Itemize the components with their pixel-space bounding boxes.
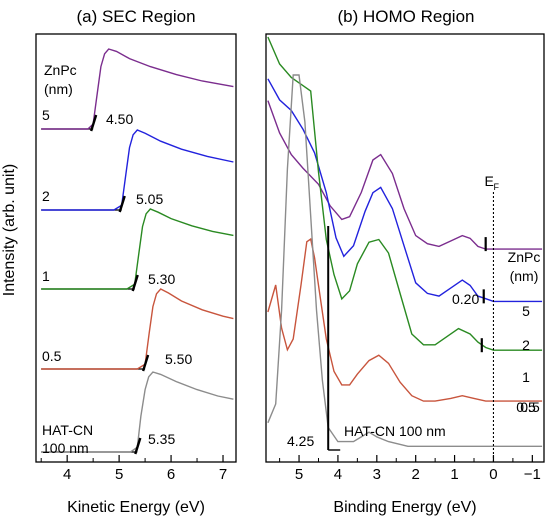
panel-a-frame (35, 33, 237, 463)
panel-a-cutoff-marker (141, 354, 150, 372)
panel-a-title: (a) SEC Region (76, 7, 195, 26)
panel-b-x-tick-label: 3 (373, 466, 381, 483)
panel-b-x-tick-label: 4 (334, 466, 342, 483)
panel-b-title: (b) HOMO Region (338, 7, 475, 26)
fermi-level-subscript: F (493, 182, 499, 192)
panel-b-x-tick-label: 2 (412, 466, 420, 483)
panel-b-series-label: 0.5 (516, 399, 536, 415)
panel-a-x-tick-label: 4 (63, 466, 71, 483)
panel-b-series-line (267, 78, 543, 303)
y-axis-label: Intensity (arb. unit) (1, 164, 18, 297)
panel-b-series-label-05: 0.5 (520, 399, 540, 415)
panel-b-x-axis-label: Binding Energy (eV) (333, 499, 476, 516)
panel-a-series-label: 1 (42, 268, 50, 284)
panel-a-cutoff-marker (131, 274, 139, 292)
panel-b-series-label: 5 (522, 303, 530, 319)
fermi-level-label: E (484, 173, 493, 189)
panel-b-x-tick-label: 5 (295, 466, 303, 483)
panel-a-x-tick-label: 7 (219, 466, 227, 483)
panel-a-cutoff-label: 4.50 (106, 111, 133, 127)
panel-b-x-tick-label: −1 (524, 466, 541, 483)
panel-b-x-tick-label: 1 (450, 466, 458, 483)
panel-a-cutoff-marker (118, 195, 126, 213)
panel-a-x-tick-label: 5 (115, 466, 123, 483)
panel-a-cutoff-label: 5.35 (148, 431, 175, 447)
panel-b-series-line (267, 36, 543, 351)
annotation-hatcn: HAT-CN 100 nm (344, 423, 446, 439)
panel-a-cutoff-marker (134, 437, 142, 455)
panel-b-series-line (267, 74, 543, 447)
panel-b-series-label: 2 (522, 337, 530, 353)
panel-a-x-axis-label: Kinetic Energy (eV) (67, 499, 205, 516)
panel-a-cutoff-label: 5.05 (136, 191, 163, 207)
panel-a-series-label: HAT-CN 100 nm (42, 422, 93, 456)
panel-a-cutoff-label: 5.30 (148, 271, 175, 287)
panel-a-series-label: 2 (42, 188, 50, 204)
annotation-425: 4.25 (287, 433, 314, 449)
panel-b-x-tick-label: 0 (489, 466, 497, 483)
panel-a-series-label: 0.5 (42, 348, 62, 364)
panel-b-frame (265, 33, 545, 463)
panel-b-series-label: 1 (522, 369, 530, 385)
panel-b-legend-header: ZnPc (nm) (508, 249, 541, 284)
panel-b-series-line (267, 100, 543, 250)
panel-b-series-group (267, 36, 543, 447)
panel-a-series-line (41, 288, 234, 370)
panel-a-plot: 4 5 6 7 ZnPc (nm) 5 4.50 2 5.05 1 5.30 0.5 5.50 HAT-CN… (40, 48, 234, 483)
panel-b-series-line (267, 237, 543, 402)
panel-a-x-tick-label: 6 (167, 466, 175, 483)
panel-a-cutoff-marker (89, 114, 98, 132)
panel-b-plot: 5 4 3 2 1 0 −1 E F ZnPc (nm) 5 2 1 0.5 0.20 4.25 HAT-CN 1… (267, 36, 543, 483)
panel-a-cutoff-label: 5.50 (165, 351, 192, 367)
annotation-020: 0.20 (452, 291, 479, 307)
panel-a-legend-header: ZnPc (nm) (44, 62, 77, 97)
panel-a-series-label: 5 (42, 107, 50, 123)
